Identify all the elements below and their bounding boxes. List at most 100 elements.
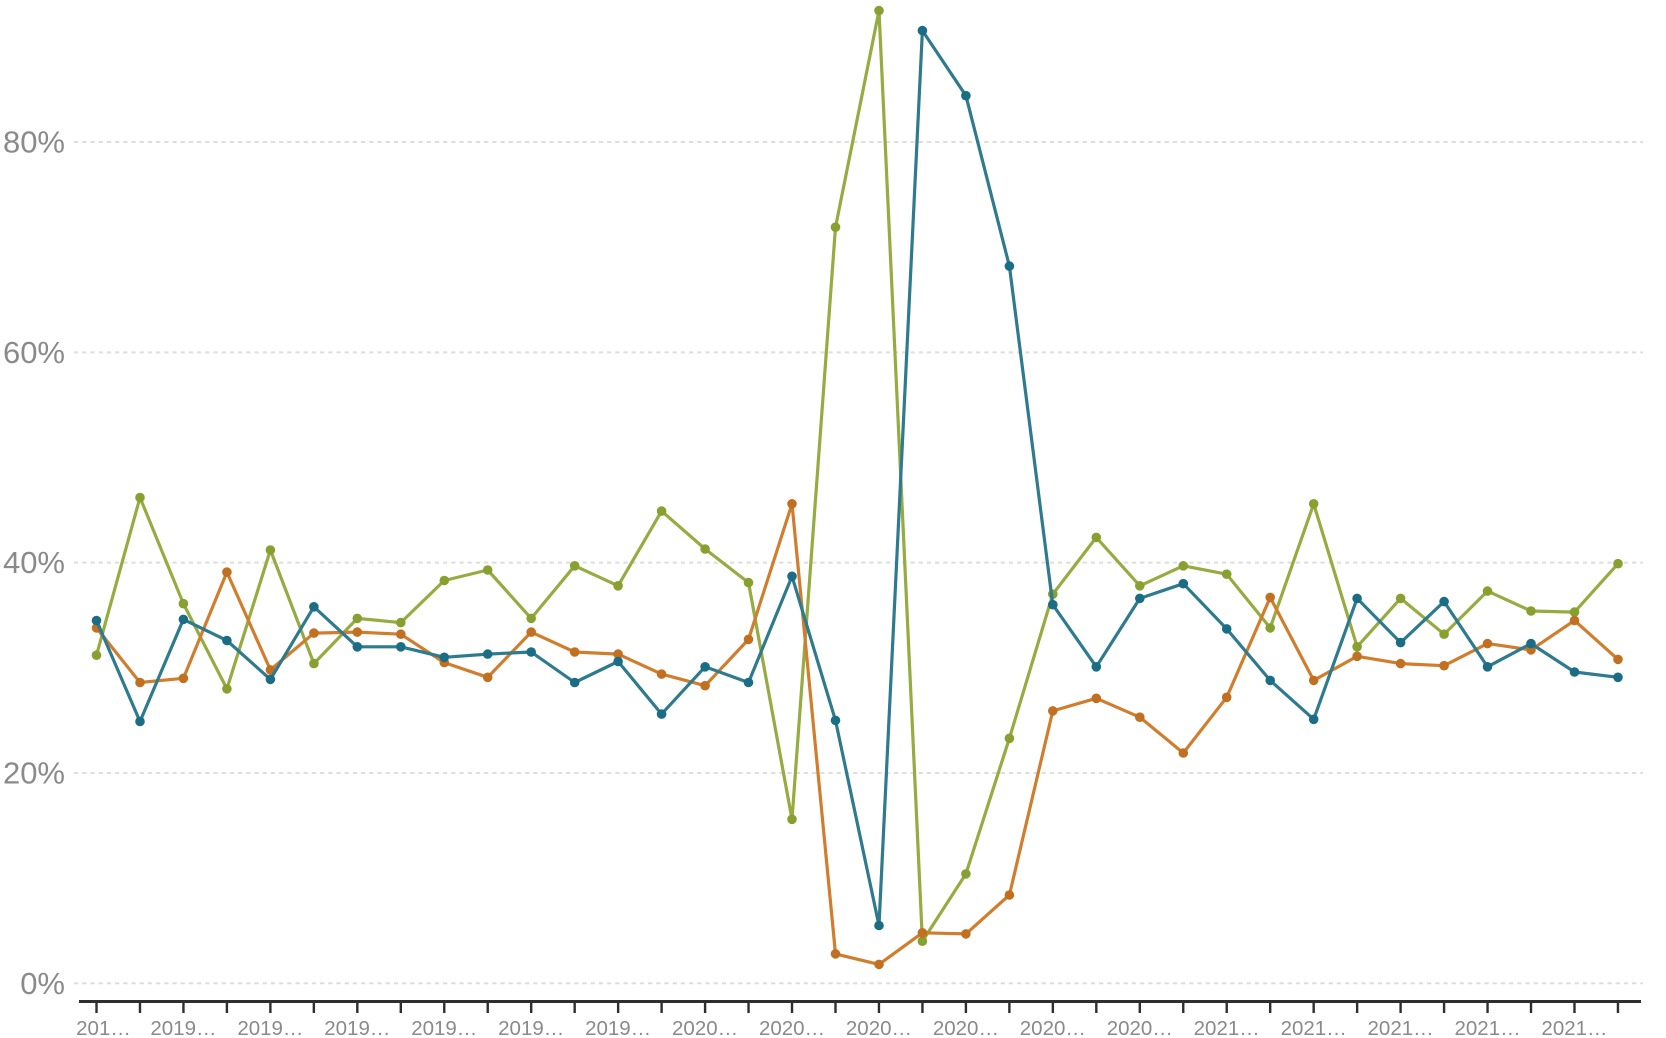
data-point-teal-34[interactable] (1569, 667, 1580, 677)
data-point-teal-10[interactable] (526, 647, 536, 657)
data-point-green-14[interactable] (700, 544, 710, 554)
data-point-green-0[interactable] (91, 650, 102, 660)
data-point-orange-17[interactable] (830, 949, 841, 959)
data-point-teal-27[interactable] (1265, 675, 1275, 686)
data-point-green-1[interactable] (135, 492, 145, 503)
data-point-green-10[interactable] (526, 613, 536, 624)
data-point-green-34[interactable] (1569, 607, 1580, 617)
data-point-teal-9[interactable] (482, 649, 493, 659)
data-point-teal-33[interactable] (1526, 638, 1536, 649)
data-point-orange-31[interactable] (1439, 660, 1449, 671)
data-point-orange-18[interactable] (874, 959, 884, 970)
data-point-green-12[interactable] (613, 581, 623, 591)
data-point-orange-1[interactable] (135, 677, 145, 688)
data-point-teal-3[interactable] (222, 635, 232, 646)
data-point-orange-11[interactable] (569, 647, 580, 657)
data-point-teal-1[interactable] (135, 716, 145, 727)
data-point-teal-4[interactable] (265, 674, 276, 685)
data-point-teal-28[interactable] (1308, 714, 1319, 725)
data-point-orange-6[interactable] (352, 627, 363, 637)
data-point-orange-23[interactable] (1091, 693, 1102, 704)
data-point-orange-2[interactable] (178, 673, 189, 684)
data-point-green-32[interactable] (1482, 586, 1493, 596)
data-point-green-25[interactable] (1178, 561, 1189, 571)
data-point-teal-22[interactable] (1048, 599, 1058, 610)
data-point-teal-32[interactable] (1482, 662, 1493, 672)
data-point-green-4[interactable] (265, 545, 276, 555)
data-point-green-15[interactable] (743, 577, 754, 588)
data-point-green-33[interactable] (1526, 606, 1536, 616)
data-point-green-13[interactable] (656, 506, 667, 516)
data-point-green-30[interactable] (1395, 593, 1406, 604)
data-point-green-16[interactable] (787, 814, 797, 825)
data-point-teal-31[interactable] (1439, 596, 1449, 607)
data-point-green-19[interactable] (917, 936, 928, 946)
data-point-teal-6[interactable] (352, 642, 363, 652)
data-point-teal-26[interactable] (1221, 624, 1232, 634)
data-point-green-27[interactable] (1265, 623, 1275, 633)
data-point-orange-24[interactable] (1135, 712, 1145, 722)
data-point-green-29[interactable] (1352, 642, 1362, 652)
data-point-green-8[interactable] (439, 575, 450, 586)
data-point-green-11[interactable] (569, 561, 580, 571)
data-point-teal-13[interactable] (656, 709, 667, 719)
data-point-green-21[interactable] (1004, 733, 1015, 744)
data-point-orange-29[interactable] (1352, 651, 1362, 662)
data-point-orange-21[interactable] (1004, 890, 1015, 900)
data-point-teal-11[interactable] (569, 677, 580, 688)
data-point-orange-32[interactable] (1482, 638, 1493, 649)
data-point-green-28[interactable] (1308, 499, 1319, 509)
data-point-orange-7[interactable] (396, 629, 406, 639)
data-point-orange-19[interactable] (917, 928, 928, 938)
data-point-green-23[interactable] (1091, 532, 1102, 543)
data-point-orange-25[interactable] (1178, 748, 1189, 758)
data-point-orange-10[interactable] (526, 627, 536, 637)
data-point-teal-14[interactable] (700, 662, 710, 672)
data-point-teal-2[interactable] (178, 614, 189, 625)
data-point-orange-27[interactable] (1265, 592, 1275, 603)
data-point-orange-9[interactable] (482, 672, 493, 683)
data-point-orange-20[interactable] (961, 929, 971, 939)
data-point-green-20[interactable] (961, 869, 971, 879)
data-point-teal-17[interactable] (830, 715, 841, 726)
data-point-teal-0[interactable] (91, 615, 102, 626)
data-point-green-7[interactable] (396, 617, 406, 628)
data-point-teal-5[interactable] (309, 602, 319, 612)
data-point-teal-30[interactable] (1395, 637, 1406, 648)
data-point-orange-5[interactable] (309, 628, 319, 638)
data-point-teal-35[interactable] (1613, 672, 1623, 683)
data-point-orange-15[interactable] (743, 634, 754, 645)
data-point-teal-29[interactable] (1352, 593, 1362, 604)
data-point-green-9[interactable] (482, 565, 493, 575)
data-point-teal-24[interactable] (1135, 593, 1145, 604)
data-point-green-35[interactable] (1613, 558, 1623, 569)
data-point-teal-15[interactable] (743, 677, 754, 688)
data-point-green-2[interactable] (178, 598, 189, 609)
data-point-orange-12[interactable] (613, 649, 623, 659)
data-point-teal-8[interactable] (439, 652, 450, 663)
data-point-teal-25[interactable] (1178, 578, 1189, 589)
data-point-green-18[interactable] (874, 5, 884, 16)
data-point-teal-20[interactable] (961, 90, 971, 101)
data-point-orange-28[interactable] (1308, 675, 1319, 686)
data-point-orange-26[interactable] (1221, 692, 1232, 703)
data-point-green-17[interactable] (830, 222, 841, 232)
data-point-orange-34[interactable] (1569, 615, 1580, 626)
data-point-teal-12[interactable] (613, 656, 623, 667)
data-point-orange-3[interactable] (222, 567, 232, 577)
data-point-green-26[interactable] (1221, 569, 1232, 579)
data-point-orange-35[interactable] (1613, 654, 1623, 665)
data-point-orange-30[interactable] (1395, 658, 1406, 669)
data-point-orange-22[interactable] (1048, 706, 1058, 716)
data-point-green-6[interactable] (352, 613, 363, 624)
data-point-green-24[interactable] (1135, 581, 1145, 591)
data-point-green-3[interactable] (222, 684, 232, 694)
data-point-orange-16[interactable] (787, 499, 797, 509)
data-point-teal-23[interactable] (1091, 662, 1102, 672)
data-point-teal-18[interactable] (874, 920, 884, 931)
data-point-teal-21[interactable] (1004, 261, 1015, 271)
data-point-green-31[interactable] (1439, 629, 1449, 639)
data-point-orange-14[interactable] (700, 680, 710, 691)
data-point-green-5[interactable] (309, 658, 319, 669)
data-point-teal-19[interactable] (917, 25, 928, 36)
